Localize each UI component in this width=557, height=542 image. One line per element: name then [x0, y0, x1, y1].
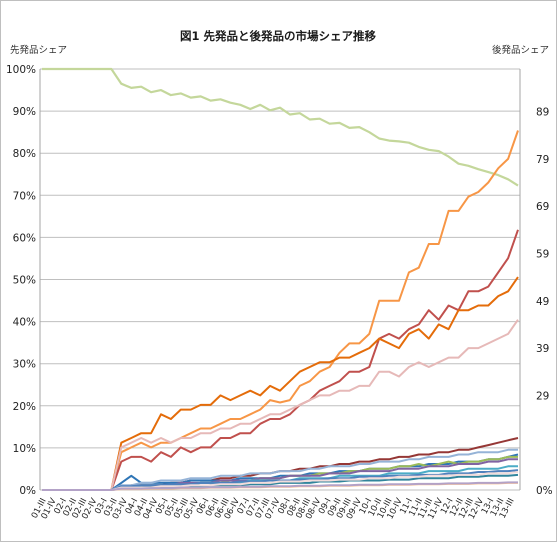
right-tick-label: 0%: [536, 485, 553, 497]
right-tick-label: 29: [536, 390, 549, 402]
series-line-4: [42, 319, 519, 491]
left-tick-label: 60%: [13, 232, 36, 244]
series-line-15: [42, 481, 518, 491]
series-line-0: [42, 67, 519, 187]
series-line-3: [42, 276, 519, 491]
right-axis-label: 後発品シェア: [492, 44, 549, 56]
right-tick-label: 59: [536, 248, 549, 260]
right-tick-label: 49: [536, 296, 549, 308]
left-tick-label: 40%: [13, 317, 36, 329]
series-line-2: [42, 229, 519, 491]
series-line-1: [42, 130, 519, 491]
left-tick-label: 10%: [13, 443, 36, 455]
chart-title: 図1 先発品と後発品の市場シェア推移: [180, 29, 377, 43]
left-tick-label: 30%: [13, 359, 36, 371]
left-tick-label: 90%: [13, 106, 36, 118]
left-tick-label: 100%: [6, 64, 36, 76]
gridlines: [39, 68, 521, 491]
left-tick-label: 70%: [13, 190, 36, 202]
right-axis-ticks: 0% 29 39 49 59 69 79 89: [536, 107, 553, 497]
series-layer: [42, 67, 519, 491]
right-tick-label: 69: [536, 201, 549, 213]
left-tick-label: 80%: [13, 148, 36, 160]
x-axis-ticks: 01-III01-IV02-I02-II02-III02-IV03-I03-II…: [30, 497, 517, 521]
left-tick-label: 20%: [13, 401, 36, 413]
left-tick-label: 0%: [19, 485, 36, 497]
right-tick-label: 39: [536, 343, 549, 355]
left-axis-ticks: 0% 10% 20% 30% 40% 50% 60% 70% 80% 90% 100%: [6, 64, 36, 497]
right-tick-label: 79: [536, 154, 549, 166]
left-tick-label: 50%: [13, 275, 36, 287]
right-tick-label: 89: [536, 107, 549, 119]
left-axis-label: 先発品シェア: [10, 44, 67, 56]
